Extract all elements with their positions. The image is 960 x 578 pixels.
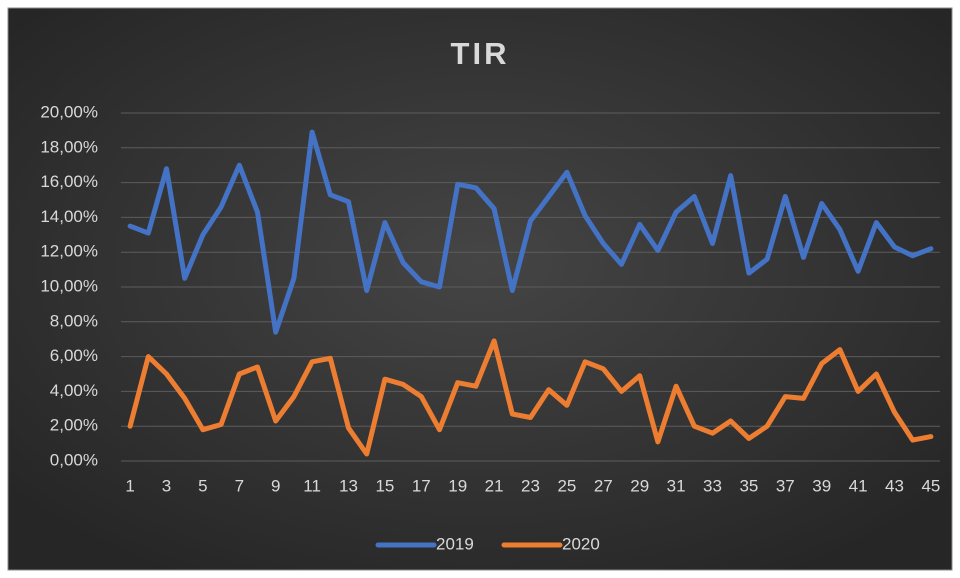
y-tick-label: 0,00% <box>50 450 98 469</box>
y-tick-label: 10,00% <box>40 276 98 295</box>
y-tick-label: 16,00% <box>40 172 98 191</box>
y-tick-label: 4,00% <box>50 381 98 400</box>
legend-label: 2020 <box>562 534 600 553</box>
x-tick-label: 19 <box>448 476 467 495</box>
x-tick-label: 43 <box>885 476 904 495</box>
y-tick-label: 14,00% <box>40 207 98 226</box>
x-tick-label: 1 <box>125 476 134 495</box>
x-tick-label: 9 <box>271 476 280 495</box>
y-tick-label: 12,00% <box>40 242 98 261</box>
x-tick-label: 27 <box>594 476 613 495</box>
y-tick-label: 8,00% <box>50 311 98 330</box>
legend-label: 2019 <box>436 534 474 553</box>
x-tick-label: 45 <box>921 476 940 495</box>
x-tick-label: 3 <box>162 476 171 495</box>
x-tick-label: 35 <box>739 476 758 495</box>
x-tick-label: 7 <box>235 476 244 495</box>
x-tick-label: 15 <box>375 476 394 495</box>
y-tick-label: 20,00% <box>40 102 98 121</box>
y-tick-label: 6,00% <box>50 346 98 365</box>
x-tick-label: 17 <box>412 476 431 495</box>
x-tick-label: 37 <box>776 476 795 495</box>
x-tick-label: 13 <box>339 476 358 495</box>
x-tick-label: 23 <box>521 476 540 495</box>
x-tick-label: 11 <box>303 476 321 495</box>
x-tick-label: 25 <box>557 476 576 495</box>
y-tick-label: 18,00% <box>40 137 98 156</box>
x-tick-label: 29 <box>630 476 649 495</box>
series-line <box>127 338 934 457</box>
x-tick-label: 5 <box>198 476 207 495</box>
x-tick-label: 31 <box>667 476 686 495</box>
x-tick-label: 33 <box>703 476 722 495</box>
y-tick-label: 2,00% <box>50 416 98 435</box>
chart-title: TIR <box>451 36 510 71</box>
x-tick-label: 41 <box>849 476 868 495</box>
chart-background <box>7 7 953 571</box>
x-tick-label: 21 <box>485 476 504 495</box>
x-tick-label: 39 <box>812 476 831 495</box>
series-line <box>127 129 934 335</box>
